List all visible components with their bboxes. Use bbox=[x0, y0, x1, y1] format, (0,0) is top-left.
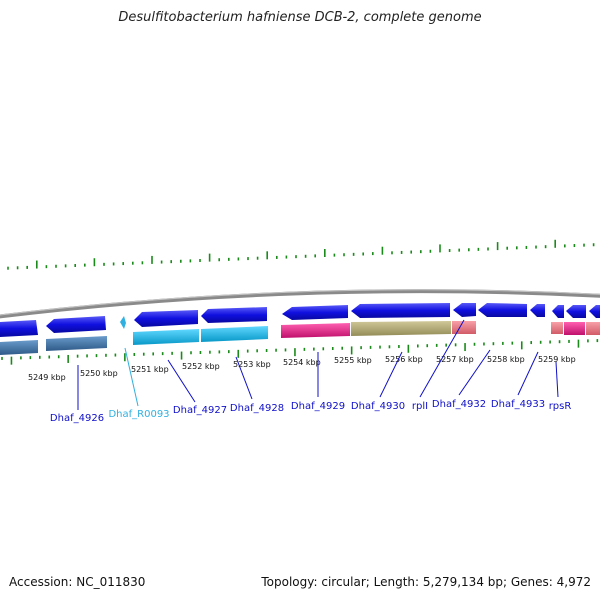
cds-arrow[interactable] bbox=[351, 303, 450, 318]
scale-tick-label: 5255 kbp bbox=[334, 356, 372, 365]
genome-backbone-highlight bbox=[0, 289, 600, 316]
cog-block[interactable] bbox=[551, 322, 563, 334]
cds-arrow[interactable] bbox=[478, 303, 527, 317]
gene-label[interactable]: Dhaf_R0093 bbox=[108, 409, 169, 420]
gene-label[interactable]: Dhaf_4932 bbox=[432, 399, 486, 410]
gene-leader-line bbox=[124, 347, 139, 407]
cog-block[interactable] bbox=[0, 340, 38, 355]
gene-leader-line bbox=[458, 349, 491, 396]
scale-tick-label: 5250 kbp bbox=[80, 369, 118, 378]
cog-block[interactable] bbox=[452, 321, 476, 334]
gene-label-layer: Dhaf_4926 Dhaf_R0093 Dhaf_4927 Dhaf_4928 Dha… bbox=[50, 319, 572, 424]
gc-skew-tick-track bbox=[7, 239, 595, 270]
gene-label[interactable]: Dhaf_4928 bbox=[230, 403, 284, 414]
cog-block[interactable] bbox=[281, 323, 350, 338]
cog-block[interactable] bbox=[201, 326, 268, 342]
scale-tick-label: 5252 kbp bbox=[182, 362, 220, 371]
cds-arrow[interactable] bbox=[282, 305, 348, 320]
scale-tick-label: 5259 kbp bbox=[538, 355, 576, 364]
scale-tick-label: 5258 kbp bbox=[487, 355, 525, 364]
forward-cds-track bbox=[0, 303, 600, 337]
scale-tick-label: 5253 kbp bbox=[233, 360, 271, 369]
gene-label[interactable]: rpsR bbox=[549, 401, 572, 412]
gene-leader-line bbox=[167, 359, 196, 403]
gene-label[interactable]: Dhaf_4929 bbox=[291, 401, 345, 412]
cds-arrow[interactable] bbox=[589, 305, 600, 318]
cds-arrow[interactable] bbox=[566, 305, 586, 318]
scale-tick-label: 5251 kbp bbox=[131, 365, 169, 374]
cds-arrow[interactable] bbox=[453, 303, 476, 317]
scale-tick-label: 5254 kbp bbox=[283, 358, 321, 367]
cog-block[interactable] bbox=[586, 322, 600, 335]
topology-text: Topology: circular; Length: 5,279,134 bp… bbox=[261, 575, 591, 589]
cds-arrow[interactable] bbox=[552, 305, 564, 318]
kbp-scale: 5249 kbp 5250 kbp 5251 kbp 5252 kbp 5253 kbp… bbox=[28, 355, 576, 382]
map-title: Desulfitobacterium hafniense DCB-2, comp… bbox=[118, 10, 482, 25]
scale-tick-label: 5257 kbp bbox=[436, 355, 474, 364]
gene-leader-line bbox=[235, 356, 253, 400]
gc-content-tick-track bbox=[1, 339, 599, 365]
cds-arrow[interactable] bbox=[46, 316, 106, 333]
cog-category-track bbox=[0, 321, 600, 355]
cds-arrow[interactable] bbox=[530, 304, 545, 317]
genome-backbone bbox=[0, 289, 600, 319]
gene-leader-line bbox=[517, 351, 539, 396]
gene-leader-line bbox=[555, 361, 559, 398]
cog-block[interactable] bbox=[133, 329, 199, 345]
gene-leader-line bbox=[379, 351, 403, 398]
cog-block[interactable] bbox=[564, 322, 585, 335]
cog-block[interactable] bbox=[351, 321, 451, 336]
gene-label[interactable]: Dhaf_4926 bbox=[50, 413, 104, 424]
gene-label[interactable]: Dhaf_4927 bbox=[173, 405, 227, 416]
cds-arrow[interactable] bbox=[134, 310, 198, 327]
scale-tick-label: 5249 kbp bbox=[28, 373, 66, 382]
cds-arrow[interactable] bbox=[0, 320, 38, 337]
cds-arrow[interactable] bbox=[201, 307, 267, 323]
cog-block[interactable] bbox=[46, 336, 107, 351]
accession-text: Accession: NC_011830 bbox=[9, 575, 146, 589]
gene-leader-line bbox=[419, 319, 465, 398]
scale-tick-label: 5256 kbp bbox=[385, 355, 423, 364]
gene-label[interactable]: Dhaf_4930 bbox=[351, 401, 405, 412]
gene-label[interactable]: Dhaf_4933 bbox=[491, 399, 545, 410]
rna-arrow[interactable] bbox=[120, 316, 126, 329]
gene-label[interactable]: rplI bbox=[412, 401, 428, 412]
